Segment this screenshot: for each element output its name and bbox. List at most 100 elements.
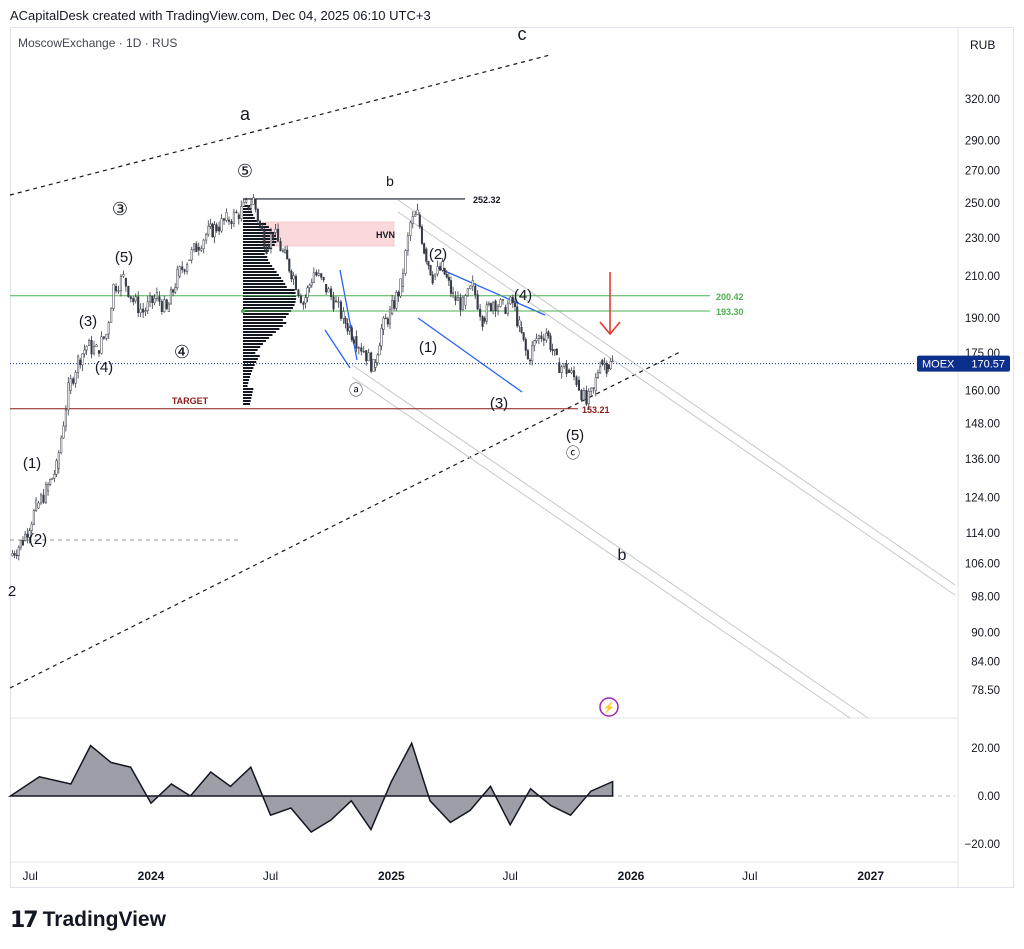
candle-body: [85, 345, 88, 351]
candle-body: [337, 301, 340, 303]
candle-body: [549, 335, 552, 350]
candle-body: [545, 333, 548, 341]
candle-body: [479, 308, 482, 317]
lightning-icon[interactable]: [599, 697, 619, 717]
volume-profile-bar: [243, 256, 268, 258]
wave-label: (1): [419, 339, 437, 356]
y-tick-label: 78.50: [971, 685, 1000, 697]
wedge-trend-line: [324, 329, 351, 369]
candle-body: [418, 214, 421, 227]
volume-profile-bar: [243, 208, 252, 210]
candle-body: [466, 288, 469, 296]
candle-body: [568, 369, 571, 373]
volume-profile-bar: [243, 205, 252, 207]
candle-body: [35, 499, 38, 511]
candle-body: [506, 303, 509, 314]
chart-svg[interactable]: 78.50 84.00 90.00 98.00 106.00 114.00 124.00 13…: [0, 0, 1024, 900]
wave-label: (3): [490, 395, 508, 412]
candle-body: [77, 355, 80, 373]
candle-body: [146, 301, 149, 311]
y-tick-label: 250.00: [965, 198, 1000, 210]
wave-label: (3): [79, 313, 97, 330]
volume-profile-bar: [243, 370, 253, 372]
wave-label: 2: [8, 583, 16, 600]
candle-body: [563, 363, 566, 368]
candle-body: [317, 273, 320, 276]
candle-body: [406, 235, 409, 251]
chart-caption: ACapitalDesk created with TradingView.co…: [10, 8, 431, 23]
y-tick-label: 124.00: [965, 493, 1000, 505]
wave-label: (4): [95, 359, 113, 376]
candle-body: [11, 553, 14, 557]
volume-profile-bar: [243, 394, 252, 396]
candle-body: [290, 270, 293, 280]
wave-label: (1): [23, 455, 41, 472]
candle-body: [355, 336, 358, 349]
volume-profile-bar: [243, 331, 276, 333]
candle-body: [110, 308, 113, 323]
candle-body: [139, 308, 142, 313]
candle-body: [232, 211, 235, 225]
candle-body: [454, 296, 457, 301]
candle-body: [163, 299, 166, 313]
volume-profile-bar: [243, 211, 253, 213]
candle-body: [388, 309, 392, 325]
price-badge-value: 170.57: [971, 359, 1005, 371]
candle-body: [83, 349, 86, 355]
wave-label: ③: [112, 199, 128, 219]
volume-profile-bar: [243, 379, 250, 381]
candle-body: [167, 303, 170, 312]
y-tick-label: 98.00: [971, 592, 1000, 604]
down-channel-line: [351, 376, 851, 719]
candle-body: [386, 318, 389, 325]
candle-body: [174, 287, 177, 293]
candle-body: [281, 250, 285, 252]
candle-body: [481, 316, 484, 327]
candle-body: [142, 308, 145, 313]
candle-body: [449, 280, 453, 294]
volume-profile-bar: [243, 319, 283, 321]
candle-body: [409, 222, 412, 237]
candle-body: [395, 292, 398, 309]
candle-body: [533, 340, 536, 347]
candle-body: [230, 221, 233, 225]
currency-label[interactable]: RUB: [970, 38, 996, 52]
price-badge[interactable]: [917, 355, 1010, 372]
candle-body: [391, 300, 394, 315]
y-tick-label: 106.00: [965, 559, 1000, 571]
candle-body: [252, 197, 255, 205]
volume-profile-bar: [243, 349, 258, 351]
x-tick-label: Jul: [503, 869, 518, 883]
candle-body: [112, 283, 115, 309]
candle-body: [582, 390, 585, 401]
lightning-glyph: ⚡: [603, 701, 615, 714]
candle-body: [137, 296, 140, 313]
wave-label: (2): [429, 246, 447, 263]
candle-body: [79, 359, 82, 366]
candle-body: [237, 214, 240, 219]
candle-body: [474, 286, 477, 296]
candle-body: [499, 299, 502, 307]
candle-body: [200, 248, 203, 251]
candle-body: [258, 220, 262, 227]
candle-body: [107, 322, 110, 335]
candle-body: [19, 540, 22, 548]
y-tick-label: 190.00: [965, 313, 1000, 325]
volume-profile-bar: [243, 241, 277, 243]
tradingview-logo[interactable]: 17 TradingView: [10, 906, 166, 934]
candle-body: [367, 352, 370, 362]
volume-profile-bar: [243, 220, 257, 222]
chart-frame: [10, 27, 1014, 888]
volume-profile-bar: [243, 355, 260, 357]
candle-body: [209, 223, 212, 227]
candle-body: [511, 296, 514, 304]
volume-profile-bar: [243, 277, 282, 279]
candle-body: [169, 289, 173, 305]
volume-profile-bar: [243, 361, 257, 363]
candle-body: [601, 359, 604, 365]
osc-y-tick-label: 0.00: [978, 791, 1000, 803]
candle-body: [42, 494, 45, 503]
candle-body: [265, 247, 268, 254]
candle-body: [315, 271, 318, 276]
x-tick-label: 2024: [138, 869, 165, 883]
